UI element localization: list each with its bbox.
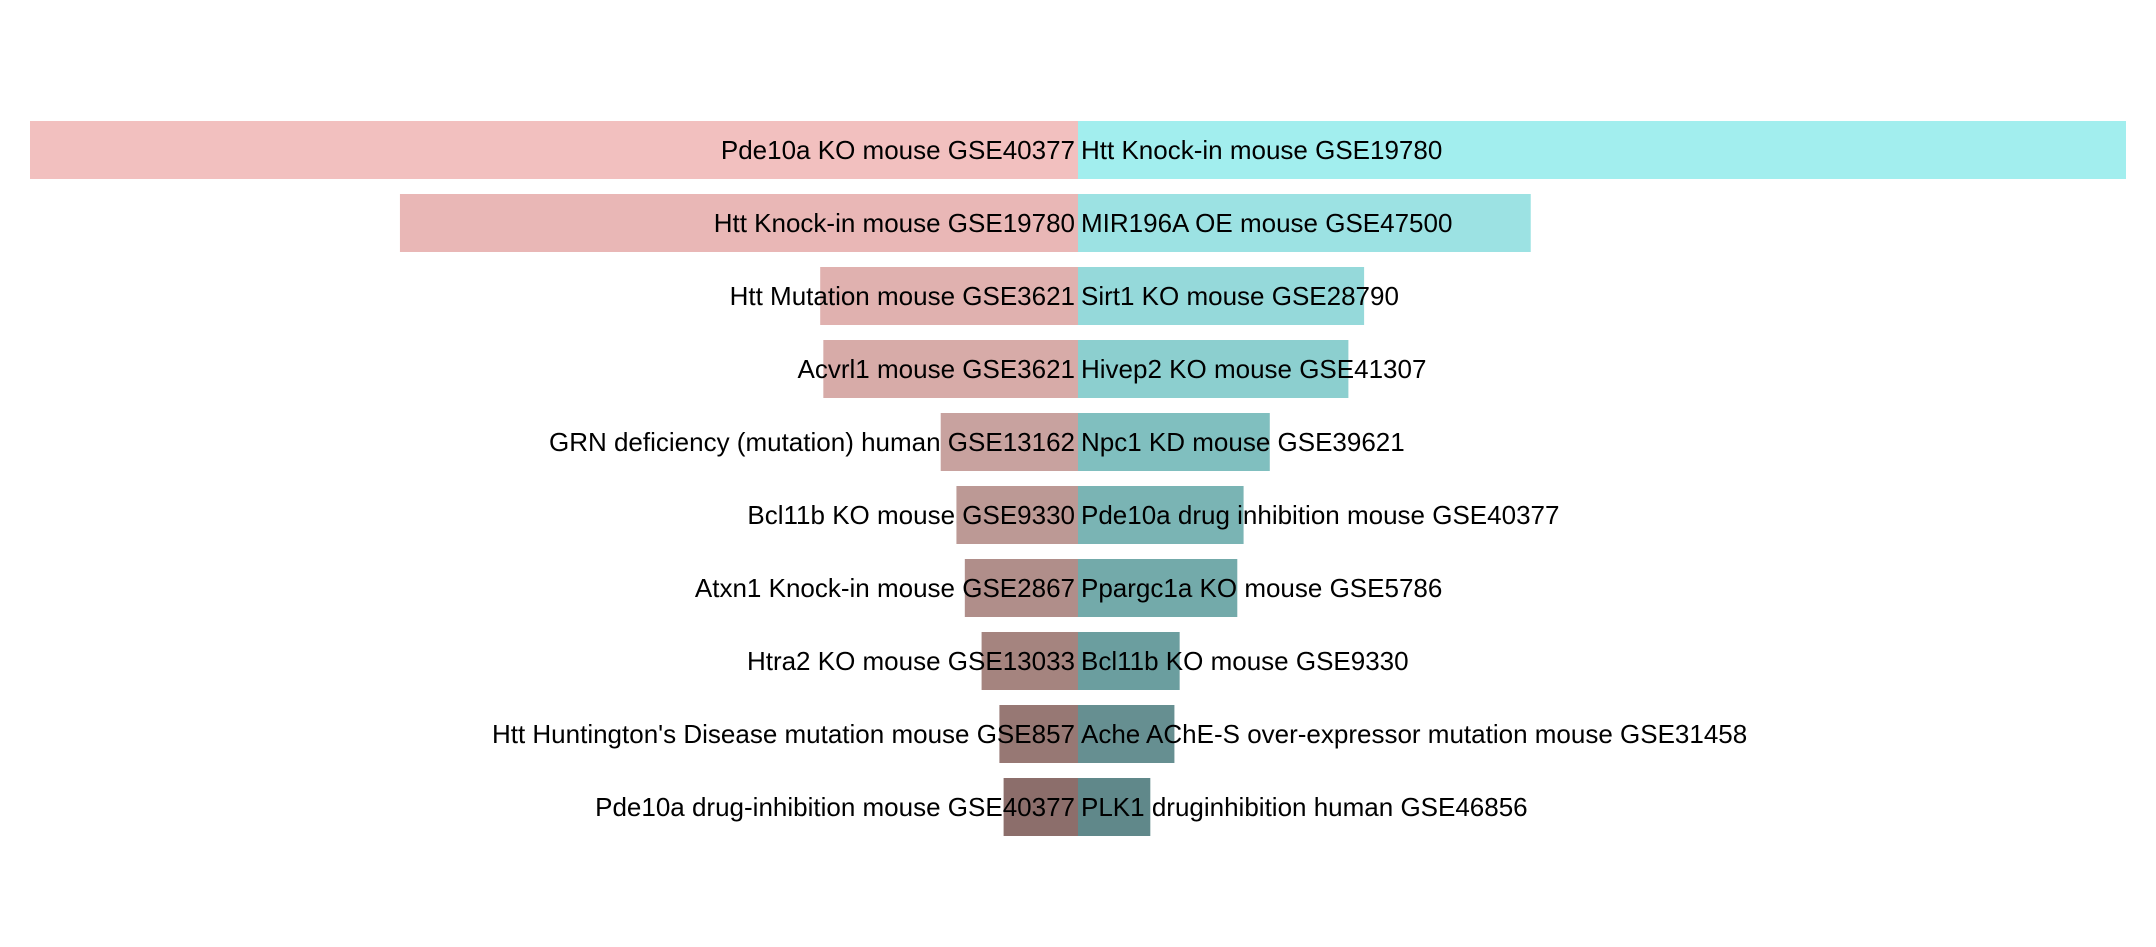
- right-bar-label-10: PLK1 druginhibition human GSE46856: [1081, 792, 1528, 822]
- right-bar-4: [1078, 340, 1349, 398]
- right-bar-label-4: Hivep2 KO mouse GSE41307: [1081, 354, 1426, 384]
- left-bar-label-7: Atxn1 Knock-in mouse GSE2867: [695, 573, 1075, 603]
- right-bar-10: [1078, 778, 1151, 836]
- left-bar-label-4: Acvrl1 mouse GSE3621: [798, 354, 1075, 384]
- left-bar-label-5: GRN deficiency (mutation) human GSE13162: [549, 427, 1075, 457]
- left-bar-1: [30, 121, 1078, 179]
- left-bar-label-2: Htt Knock-in mouse GSE19780: [714, 208, 1075, 238]
- right-bar-label-1: Htt Knock-in mouse GSE19780: [1081, 135, 1442, 165]
- left-bar-label-9: Htt Huntington's Disease mutation mouse …: [492, 719, 1075, 749]
- left-bar-label-10: Pde10a drug-inhibition mouse GSE40377: [595, 792, 1075, 822]
- right-bar-9: [1078, 705, 1175, 763]
- left-bar-label-6: Bcl11b KO mouse GSE9330: [747, 500, 1075, 530]
- left-bar-10: [1003, 778, 1078, 836]
- left-bar-8: [981, 632, 1078, 690]
- right-bar-1: [1078, 121, 2126, 179]
- left-bar-9: [999, 705, 1078, 763]
- left-labels: Pde10a KO mouse GSE40377 Htt Knock-in mou…: [492, 135, 1075, 822]
- right-bar-7: [1078, 559, 1238, 617]
- right-bar-label-2: MIR196A OE mouse GSE47500: [1081, 208, 1452, 238]
- right-bar-label-6: Pde10a drug inhibition mouse GSE40377: [1081, 500, 1559, 530]
- right-bar-label-5: Npc1 KD mouse GSE39621: [1081, 427, 1405, 457]
- right-bar-8: [1078, 632, 1180, 690]
- right-labels: Htt Knock-in mouse GSE19780 MIR196A OE mo…: [1081, 135, 1747, 822]
- right-bar-label-3: Sirt1 KO mouse GSE28790: [1081, 281, 1399, 311]
- right-bar-3: [1078, 267, 1365, 325]
- left-bar-2: [399, 194, 1079, 252]
- left-bar-4: [823, 340, 1078, 398]
- right-bars: [1078, 121, 2126, 836]
- left-bar-6: [956, 486, 1078, 544]
- right-bar-label-8: Bcl11b KO mouse GSE9330: [1081, 646, 1409, 676]
- right-bar-5: [1078, 413, 1270, 471]
- right-bar-label-9: Ache AChE-S over-expressor mutation mous…: [1081, 719, 1747, 749]
- left-bars: [30, 121, 1079, 836]
- left-bar-3: [820, 267, 1078, 325]
- right-bar-label-7: Ppargc1a KO mouse GSE5786: [1081, 573, 1442, 603]
- left-bar-label-1: Pde10a KO mouse GSE40377: [721, 135, 1075, 165]
- left-bar-7: [964, 559, 1078, 617]
- left-bar-label-8: Htra2 KO mouse GSE13033: [747, 646, 1075, 676]
- left-bar-label-3: Htt Mutation mouse GSE3621: [730, 281, 1075, 311]
- right-bar-6: [1078, 486, 1244, 544]
- left-bar-5: [940, 413, 1078, 471]
- right-bar-2: [1078, 194, 1531, 252]
